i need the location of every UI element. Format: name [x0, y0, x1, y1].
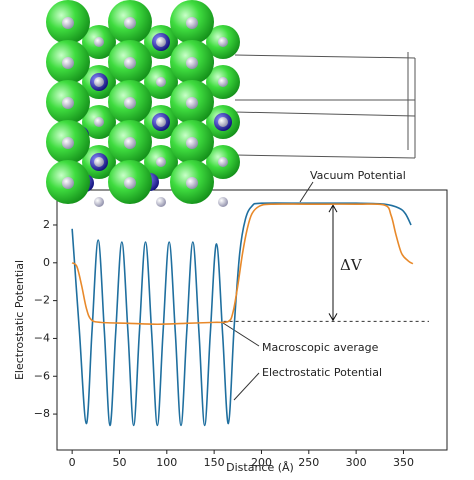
arrow-head — [328, 204, 338, 213]
annotation: Electrostatic Potential — [262, 366, 382, 379]
atom-h — [218, 117, 228, 127]
atom-h — [156, 37, 166, 47]
atom-h — [218, 197, 228, 207]
leader-line — [222, 322, 260, 347]
x-axis-label: Distance (Å) — [226, 461, 294, 474]
x-tick-label: 100 — [156, 456, 177, 469]
atom-h — [124, 97, 136, 109]
y-tick-label: −8 — [34, 407, 50, 420]
atom-h — [62, 57, 74, 69]
atom-h — [156, 117, 166, 127]
atom-h — [94, 197, 104, 207]
atom-h — [186, 57, 198, 69]
atom-h — [156, 77, 166, 87]
atom-h — [62, 97, 74, 109]
atom-h — [94, 37, 104, 47]
atom-h — [156, 197, 166, 207]
x-tick-label: 250 — [298, 456, 319, 469]
atom-h — [186, 97, 198, 109]
atom-h — [218, 157, 228, 167]
atom-h — [124, 57, 136, 69]
x-tick-label: 50 — [112, 456, 126, 469]
leader-line — [299, 181, 314, 203]
atom-h — [218, 37, 228, 47]
atom-h — [62, 137, 74, 149]
cell-edge — [234, 154, 416, 159]
atom-h — [186, 137, 198, 149]
y-tick-label: 2 — [43, 218, 50, 231]
y-tick-label: −6 — [34, 369, 50, 382]
atom-h — [94, 77, 104, 87]
x-tick-label: 300 — [346, 456, 367, 469]
atom-h — [124, 137, 136, 149]
annotation: Vacuum Potential — [310, 169, 406, 182]
atom-h — [186, 177, 198, 189]
plot-frame — [56, 189, 448, 451]
series-line — [71, 202, 412, 427]
atom-h — [62, 17, 74, 29]
y-tick-label: −4 — [34, 331, 50, 344]
atom-h — [186, 17, 198, 29]
annotation: ΔV — [340, 256, 363, 274]
atom-h — [218, 77, 228, 87]
atom-h — [94, 157, 104, 167]
leader-line — [233, 372, 260, 401]
atom-h — [94, 117, 104, 127]
y-tick-label: 0 — [43, 256, 50, 269]
annotation: Macroscopic average — [262, 341, 379, 354]
series-line — [71, 203, 414, 326]
y-tick-label: −2 — [34, 294, 50, 307]
x-tick-label: 0 — [69, 456, 76, 469]
atom-h — [62, 177, 74, 189]
x-tick-label: 200 — [251, 456, 272, 469]
arrow-head — [328, 313, 338, 322]
atom-h — [124, 17, 136, 29]
atom-h — [124, 177, 136, 189]
crystal-structure — [46, 0, 416, 207]
x-tick-label: 350 — [393, 456, 414, 469]
cell-edge — [234, 54, 416, 59]
atom-h — [156, 157, 166, 167]
cell-edge — [234, 111, 416, 117]
y-axis-label: Electrostatic Potential — [13, 260, 26, 380]
x-tick-label: 150 — [204, 456, 225, 469]
